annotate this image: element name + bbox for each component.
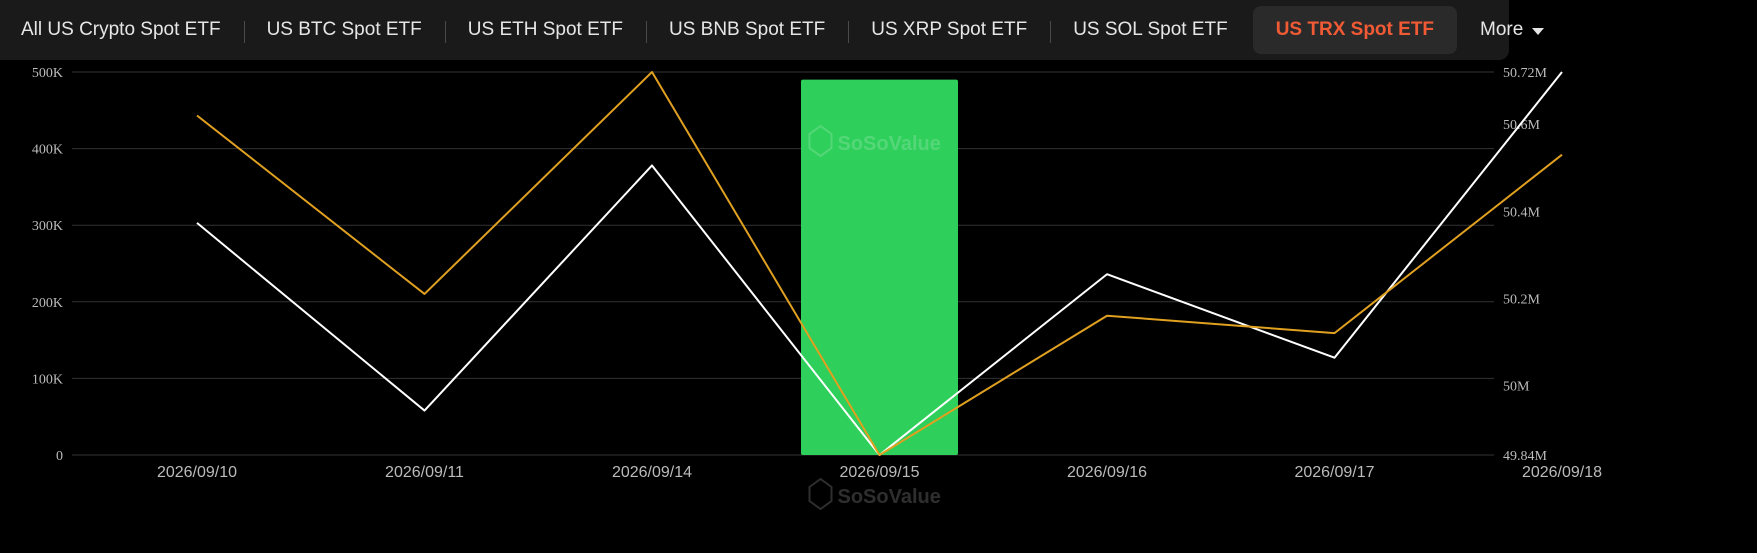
left-tick-label: 400K [32,143,63,158]
right-tick-label: 49.84M [1503,449,1548,464]
left-tick-label: 500K [32,66,63,81]
sosovalue-logo-icon [808,477,833,511]
left-tick-label: 300K [32,219,63,234]
x-tick-label: 2026/09/11 [385,464,464,481]
x-axis-ticks: 2026/09/10 2026/09/11 2026/09/14 2026/09/15… [157,464,1602,481]
tab-us-btc-spot-etf[interactable]: US BTC Spot ETF [243,6,445,54]
x-tick-label: 2026/09/15 [839,464,919,481]
etf-chart: 0 100K 200K 300K 400K 500K 49.84M 50M 50.2M 50.4… [32,66,1602,511]
sosovalue-logo-icon [808,124,833,158]
left-tick-label: 200K [32,296,63,311]
left-axis-ticks: 0 100K 200K 300K 400K 500K [32,66,63,464]
right-tick-label: 50.2M [1503,292,1541,307]
tab-us-sol-spot-etf[interactable]: US SOL Spot ETF [1050,6,1251,54]
sosovalue-watermark: SoSoValue [808,477,941,511]
caret-down-icon [1532,27,1545,35]
x-tick-label: 2026/09/10 [157,464,237,481]
tab-us-eth-spot-etf[interactable]: US ETH Spot ETF [444,6,646,54]
more-label: More [1480,19,1524,40]
right-tick-label: 50.72M [1503,66,1548,81]
left-tick-label: 100K [32,372,63,387]
x-tick-label: 2026/09/14 [612,464,692,481]
more-dropdown[interactable]: More [1457,6,1567,54]
tab-us-bnb-spot-etf[interactable]: US BNB Spot ETF [645,6,848,54]
etf-tab-bar: All US Crypto Spot ETF US BTC Spot ETF U… [0,0,1545,60]
tab-us-xrp-spot-etf[interactable]: US XRP Spot ETF [848,6,1050,54]
x-tick-label: 2026/09/18 [1522,464,1602,481]
left-tick-label: 0 [56,449,63,464]
watermark-text: SoSoValue [838,486,941,508]
chart-lines [196,71,1563,456]
tab-all-us-crypto-spot-etf[interactable]: All US Crypto Spot ETF [21,19,221,40]
sosovalue-watermark: SoSoValue [808,124,941,158]
right-tick-label: 50M [1503,379,1530,394]
watermark-text: SoSoValue [838,133,941,155]
right-axis-ticks: 49.84M 50M 50.2M 50.4M 50.6M 50.72M [1503,66,1548,464]
bar-2026/09/15[interactable] [801,79,958,455]
chart-grid [72,71,1494,456]
watermark-group: SoSoValue SoSoValue [808,124,941,511]
x-tick-label: 2026/09/17 [1294,464,1374,481]
chart-bars [801,79,958,455]
right-tick-label: 50.6M [1503,118,1541,133]
tab-us-trx-spot-etf[interactable]: US TRX Spot ETF [1252,6,1458,54]
right-tick-label: 50.4M [1503,205,1541,220]
x-tick-label: 2026/09/16 [1067,464,1147,481]
series-line-orange[interactable] [196,71,1563,456]
